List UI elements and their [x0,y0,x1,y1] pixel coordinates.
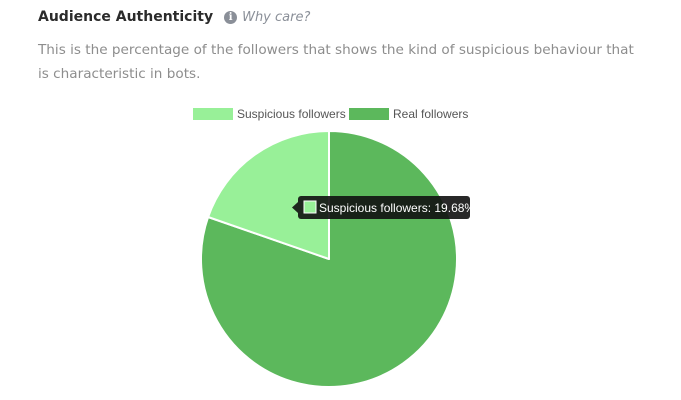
why-care-link[interactable]: Why care? [242,9,311,25]
chart-tooltip: Suspicious followers: 19.68% [292,196,475,219]
tooltip-caret [292,202,298,213]
pie-slices [200,130,458,388]
chart-legend: Suspicious followers Real followers [193,107,468,121]
legend-swatch-real[interactable] [349,108,389,120]
section-title: Audience Authenticity [38,9,214,25]
section-description: This is the percentage of the followers … [38,42,634,82]
section-header: Audience Authenticity i Why care? [38,9,310,25]
tooltip-text: Suspicious followers: 19.68% [319,201,475,215]
tooltip-box [298,196,470,219]
legend-label-real[interactable]: Real followers [393,107,468,121]
tooltip-swatch [303,200,317,214]
legend-label-suspicious[interactable]: Suspicious followers [237,107,346,121]
legend-swatch-suspicious[interactable] [193,108,233,120]
pie-slice-suspicious-followers[interactable] [207,130,330,260]
info-icon[interactable]: i [224,10,238,24]
